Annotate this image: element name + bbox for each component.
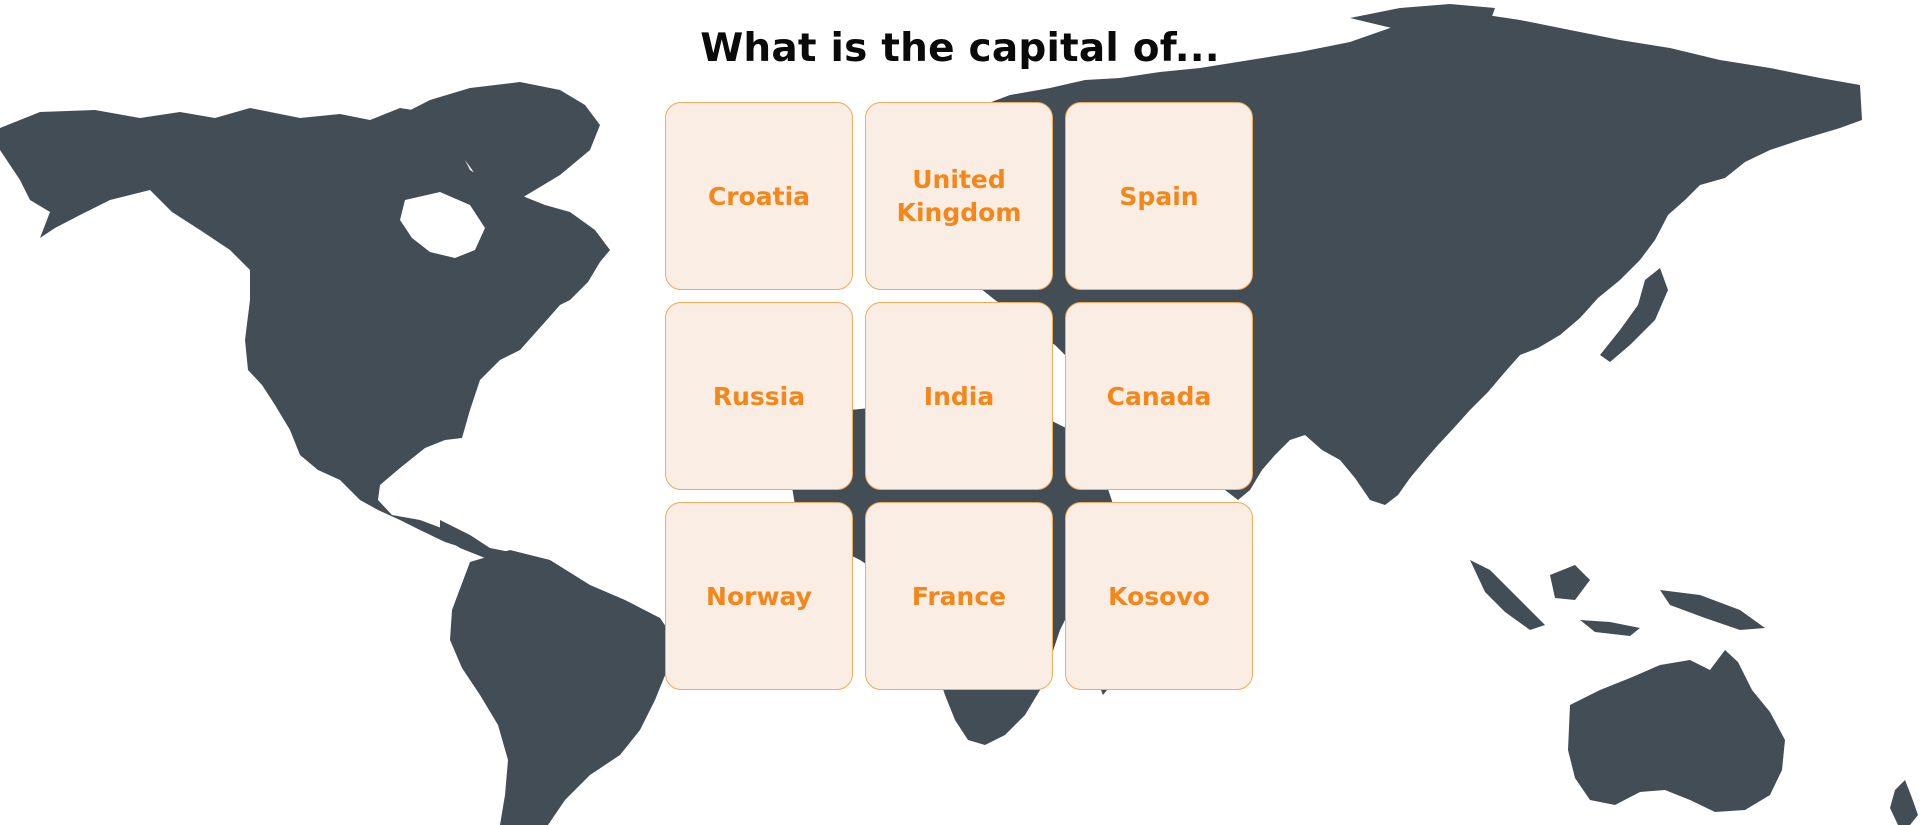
greenland-shape — [395, 82, 600, 205]
answer-label: United Kingdom — [896, 165, 1022, 227]
answer-tile-france[interactable]: France — [865, 502, 1053, 690]
hudson-bay-shape — [400, 192, 485, 258]
japan-shape — [1600, 268, 1668, 362]
answer-label: Canada — [1106, 381, 1212, 411]
answer-label: Kosovo — [1108, 581, 1210, 611]
answer-label: Norway — [706, 581, 812, 611]
indonesia-shape — [1470, 560, 1765, 636]
answer-label: Russia — [712, 381, 806, 411]
answer-tile-norway[interactable]: Norway — [665, 502, 853, 690]
answer-label: Spain — [1119, 181, 1199, 211]
new-zealand-shape — [1890, 780, 1918, 825]
question-title: What is the capital of... — [700, 26, 1220, 71]
answer-tile-united-kingdom[interactable]: United Kingdom — [865, 102, 1053, 290]
answer-label: France — [911, 581, 1007, 611]
answer-tile-spain[interactable]: Spain — [1065, 102, 1253, 290]
answer-label: India — [923, 381, 995, 411]
australia-shape — [1568, 650, 1785, 812]
answer-tile-kosovo[interactable]: Kosovo — [1065, 502, 1253, 690]
answer-tile-india[interactable]: India — [865, 302, 1053, 490]
answer-tile-russia[interactable]: Russia — [665, 302, 853, 490]
answer-label: Croatia — [707, 181, 811, 211]
answer-tile-croatia[interactable]: Croatia — [665, 102, 853, 290]
arctic-island-shape — [1350, 4, 1495, 30]
south-america-shape — [450, 550, 675, 825]
answer-tile-canada[interactable]: Canada — [1065, 302, 1253, 490]
answer-grid: Croatia United Kingdom Spain Russia Indi… — [665, 102, 1253, 690]
